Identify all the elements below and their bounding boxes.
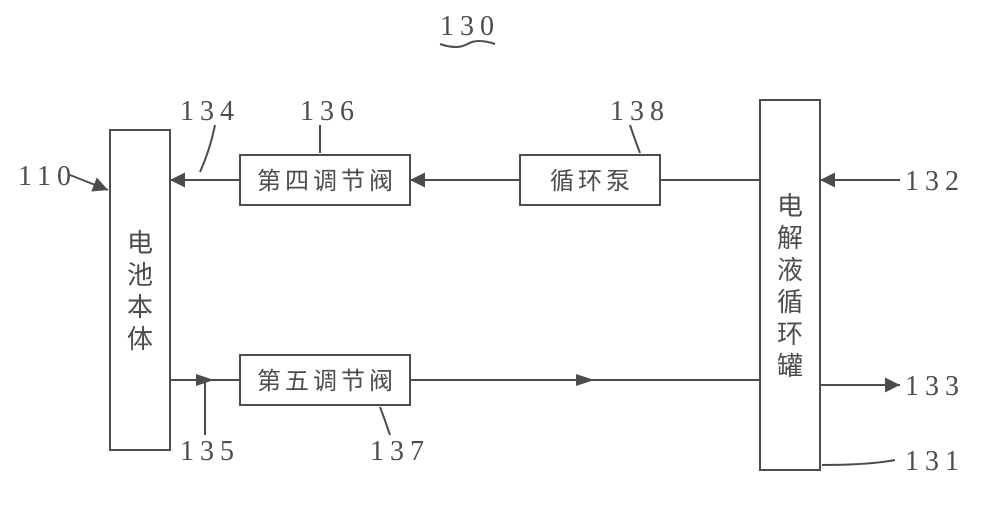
tank-text-char: 解 [777,224,803,253]
battery-text-char: 池 [127,261,153,290]
valve5-text-char: 第 [257,368,281,395]
flow-arrowhead [576,374,594,386]
diagram-canvas: 电池本体电解液循环罐第四调节阀循环泵第五调节阀 1301101341361381… [0,0,1000,511]
ref-l133: 133 [905,371,965,402]
leader-l137 [380,407,390,435]
valve5-text-char: 五 [285,369,309,395]
pump-text-char: 循 [550,168,574,195]
valve4-text-char: 节 [341,168,365,195]
tank-text-char: 电 [777,192,803,221]
ref-l138: 138 [610,96,670,127]
valve4-text-char: 第 [257,168,281,195]
tank-text-char: 循 [777,288,803,317]
ref-l137: 137 [370,436,430,467]
battery-text-char: 本 [127,293,153,322]
ref-l132: 132 [905,166,965,197]
valve4-text-char: 阀 [369,168,393,195]
pump-text-char: 环 [578,169,602,195]
battery-text-char: 电 [127,229,153,258]
ref-l134: 134 [180,96,240,127]
valve5-text-char: 调 [313,368,337,395]
pump-text-char: 泵 [606,169,630,195]
tank-box [760,100,820,470]
tank-text-char: 环 [777,320,803,349]
leader-l138 [630,125,640,153]
battery-text-char: 体 [127,325,153,354]
ref-l135: 135 [180,436,240,467]
ref-title: 130 [440,11,500,42]
leader-l134 [200,125,215,172]
ref-l110: 110 [18,161,77,192]
tank-text-char: 罐 [777,352,803,381]
battery-box [110,130,170,450]
valve4-text-char: 调 [313,168,337,195]
tank-text-char: 液 [777,256,803,285]
ref-l136: 136 [300,96,360,127]
valve5-text-char: 阀 [369,368,393,395]
ref-l131: 131 [905,446,965,477]
valve5-text-char: 节 [341,368,365,395]
valve4-text-char: 四 [285,169,309,195]
leader-l131 [822,460,895,465]
